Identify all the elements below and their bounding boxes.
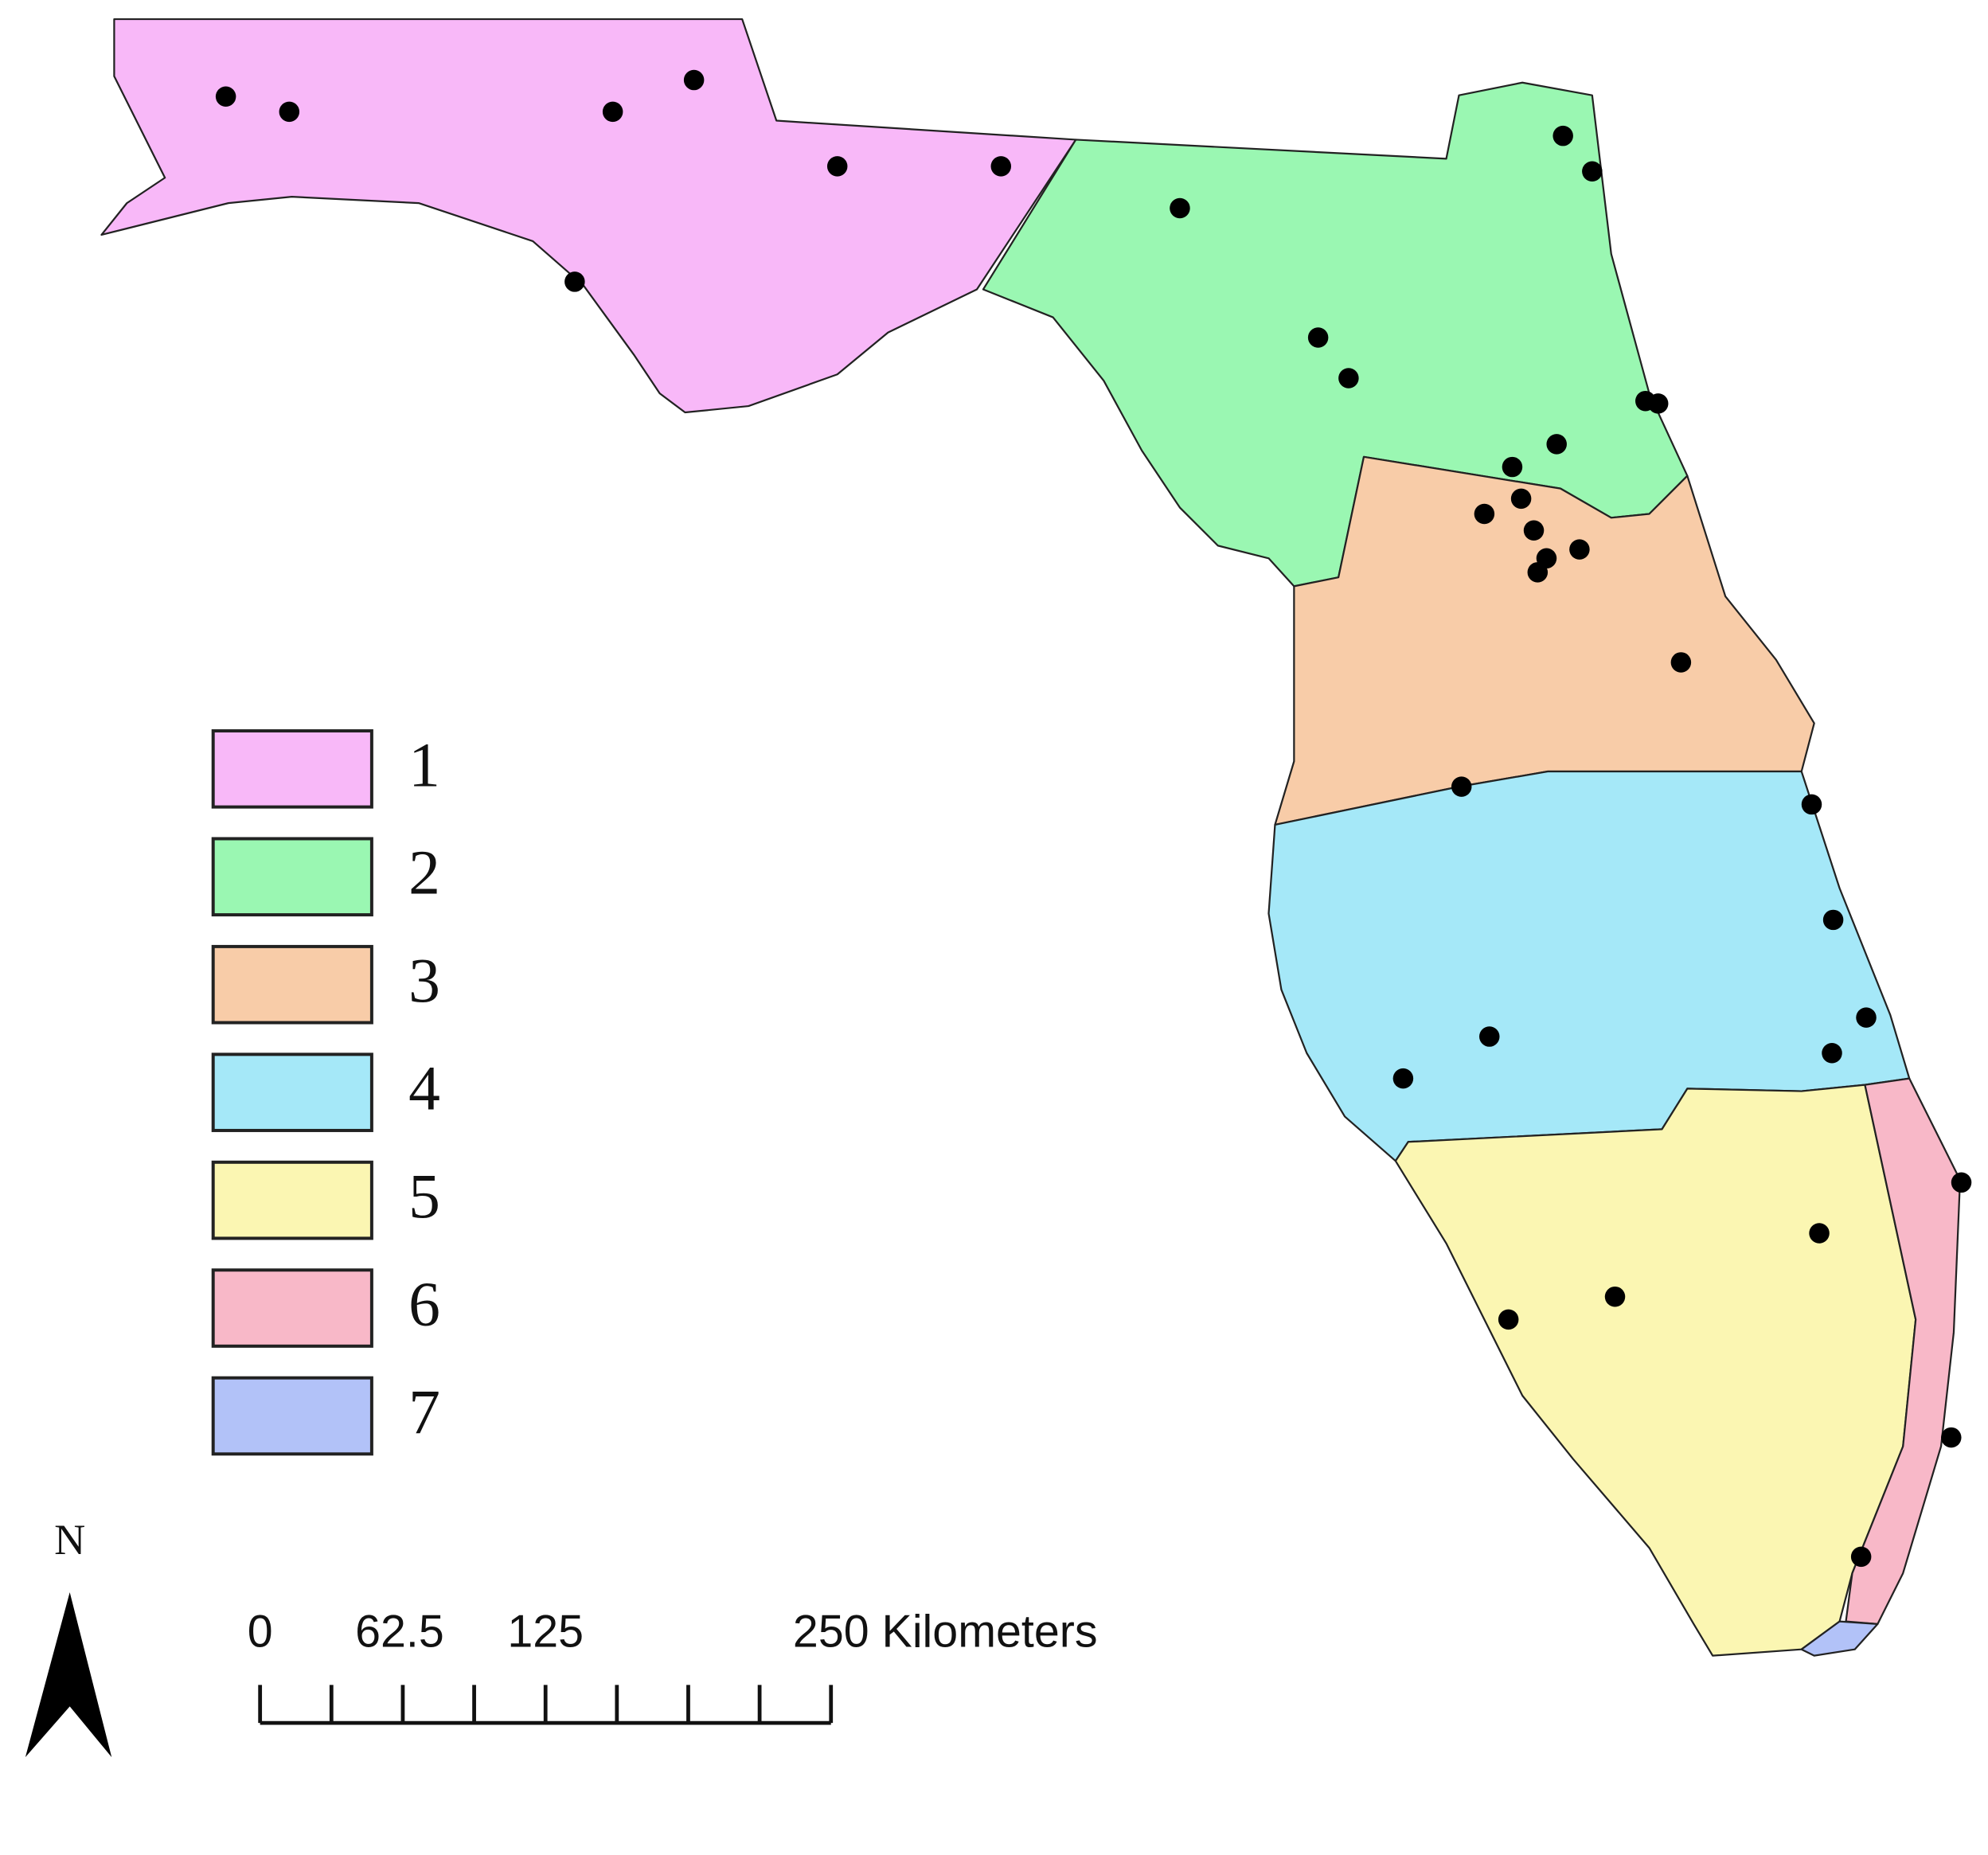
legend-swatch <box>211 1376 373 1456</box>
site-dot <box>1307 327 1329 348</box>
legend-swatch <box>211 1160 373 1240</box>
legend-label: 5 <box>408 1162 440 1232</box>
site-dot <box>1951 1172 1972 1193</box>
site-dot <box>683 69 705 91</box>
region-7 <box>1800 1620 1879 1657</box>
site-dot <box>564 271 585 292</box>
site-dot <box>1553 125 1573 146</box>
site-dot <box>1527 562 1549 583</box>
sites <box>215 69 1972 1568</box>
scale-label: 125 <box>507 1607 584 1658</box>
site-dot <box>990 156 1012 177</box>
site-dot <box>1822 909 1844 931</box>
scale-label: 250 Kilometers <box>793 1607 1098 1658</box>
site-dot <box>1392 1068 1414 1089</box>
north-arrow-shape <box>25 1591 112 1758</box>
legend-label: 3 <box>408 946 440 1016</box>
legend-label: 2 <box>408 838 440 908</box>
site-dot <box>1801 794 1822 815</box>
legend-swatch <box>211 837 373 917</box>
site-dot <box>602 101 623 123</box>
site-dot <box>1502 456 1523 478</box>
site-dot <box>1498 1309 1519 1330</box>
legend: 1 2 3 4 5 6 7 <box>211 729 440 1456</box>
site-dot <box>1850 1546 1872 1568</box>
site-dot <box>279 101 300 123</box>
region-3 <box>1274 455 1815 826</box>
legend-label: 7 <box>408 1377 440 1447</box>
region-1 <box>100 18 1077 414</box>
site-dot <box>1569 539 1590 560</box>
site-dot <box>1941 1427 1962 1448</box>
legend-label: 4 <box>408 1054 440 1124</box>
region-5 <box>1394 1084 1917 1657</box>
site-dot <box>1856 1007 1877 1028</box>
north-arrow: N <box>25 1516 112 1758</box>
site-dot <box>1451 776 1472 797</box>
site-dot <box>1170 197 1190 219</box>
site-dot <box>1647 393 1669 414</box>
site-dot <box>826 156 848 177</box>
region-6 <box>1845 1077 1962 1625</box>
site-dot <box>1546 434 1567 455</box>
site-dot <box>1479 1026 1500 1047</box>
site-dot <box>1670 652 1692 673</box>
legend-swatch <box>211 1052 373 1132</box>
site-dot <box>1809 1223 1830 1244</box>
site-dot <box>1604 1286 1626 1307</box>
scale-label: 62.5 <box>355 1607 444 1658</box>
site-dot <box>215 86 236 107</box>
site-dot <box>1338 368 1359 389</box>
site-dot <box>1523 520 1545 541</box>
site-dot <box>1582 161 1603 182</box>
site-dot <box>1822 1043 1842 1064</box>
site-dot <box>1474 503 1495 525</box>
legend-swatch <box>211 1268 373 1348</box>
scale-bar: 0 62.5 125 250 Kilometers <box>248 1607 1098 1725</box>
legend-swatch <box>211 944 373 1025</box>
site-dot <box>1510 488 1532 510</box>
legend-label: 6 <box>408 1270 440 1340</box>
legend-label: 1 <box>408 730 440 800</box>
legend-swatch <box>211 729 373 809</box>
regions <box>100 18 1962 1657</box>
scale-label: 0 <box>248 1607 273 1658</box>
north-label: N <box>54 1516 85 1564</box>
